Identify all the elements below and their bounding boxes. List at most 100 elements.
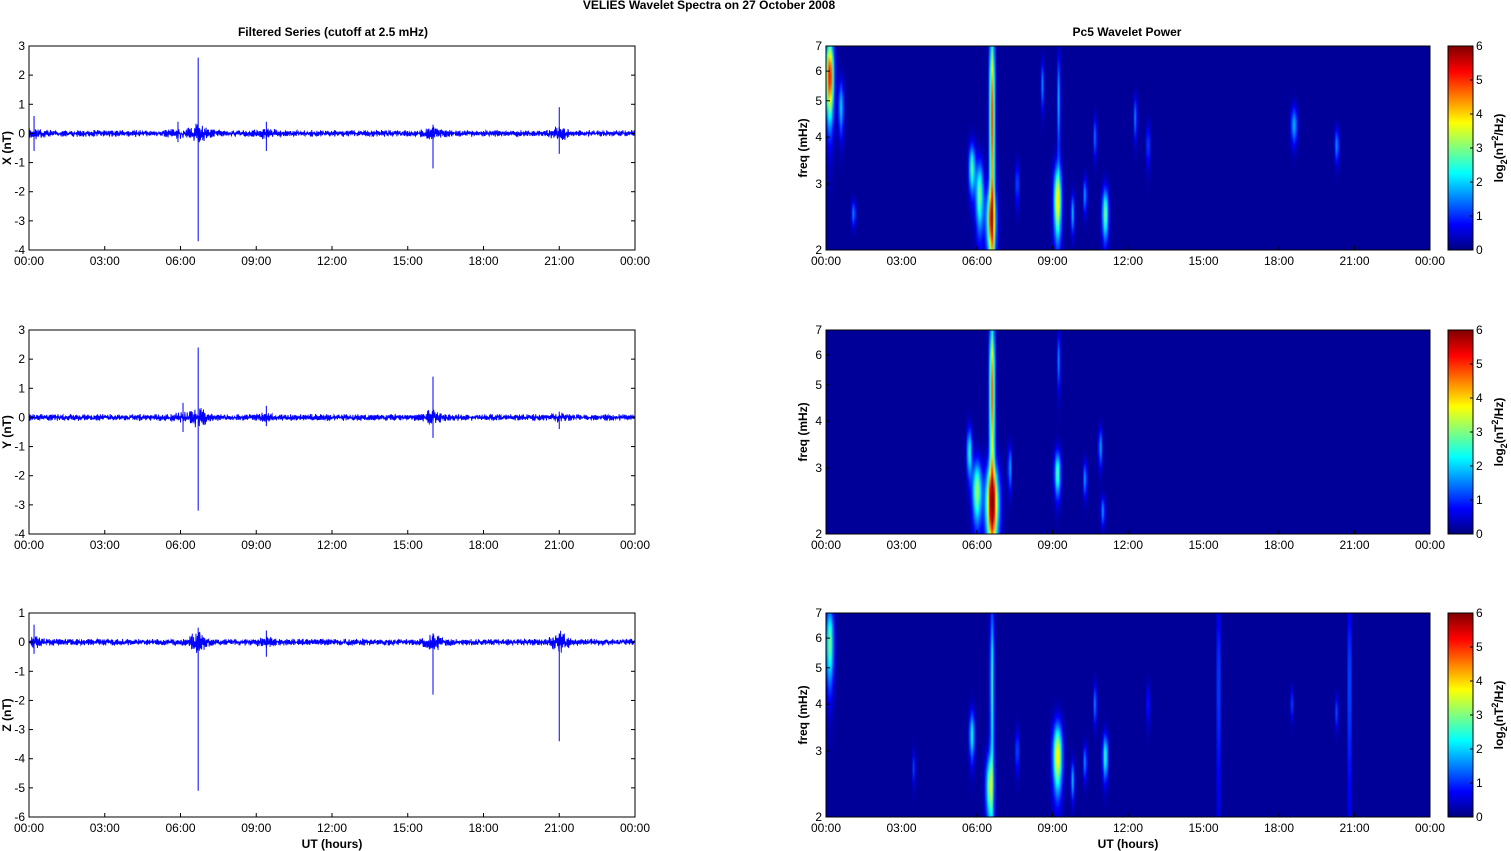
wavelet-panel-x: 2 3 4 5 6 7 freq (mHz) 0 1 2 3 4 5 6 log2(nT2/Hz)	[796, 39, 1509, 257]
colorbar-label: log2(nT2/Hz)	[1490, 398, 1509, 467]
series-ytick-label: -1	[14, 664, 25, 678]
series-ytick-label: 3	[18, 323, 25, 337]
series-xtick-label: 21:00	[544, 821, 574, 835]
colorbar-tick-label: 1	[1476, 209, 1483, 223]
series-xtick-label: 18:00	[468, 821, 498, 835]
series-plot-area	[29, 613, 635, 817]
wavelet-xtick-label: 00:00	[811, 821, 841, 835]
colorbar-tick-label: 5	[1476, 640, 1483, 654]
left-column-title: Filtered Series (cutoff at 2.5 mHz)	[238, 25, 428, 39]
series-ylabel: Z (nT)	[0, 698, 14, 731]
series-xtick-label: 09:00	[241, 538, 271, 552]
series-xtick-label: 03:00	[90, 254, 120, 268]
series-ytick-label: -3	[14, 723, 25, 737]
wavelet-power-image	[826, 330, 1430, 534]
colorbar-tick-label: 5	[1476, 73, 1483, 87]
colorbar-tick-label: 2	[1476, 175, 1483, 189]
colorbar	[1448, 46, 1473, 250]
colorbar-tick-label: 3	[1476, 708, 1483, 722]
colorbar-tick-label: 2	[1476, 459, 1483, 473]
freq-tick-label: 6	[815, 64, 822, 78]
wavelet-xtick-label: 18:00	[1264, 538, 1294, 552]
series-ytick-label: 0	[18, 410, 25, 424]
series-xtick-label: 21:00	[544, 254, 574, 268]
series-ytick-label: -1	[14, 440, 25, 454]
series-panel-y: -4 -3 -2 -1 0 1 2 3 Y (nT)	[0, 323, 636, 541]
series-ytick-label: -3	[14, 498, 25, 512]
freq-tick-label: 4	[815, 697, 822, 711]
wavelet-xtick-label: 00:00	[1415, 538, 1445, 552]
wavelet-xtick-label: 00:00	[811, 254, 841, 268]
wavelet-panel-y: 2 3 4 5 6 7 freq (mHz) 0 1 2 3 4 5 6 log2(nT2/Hz)	[796, 323, 1509, 541]
series-xtick-label: 09:00	[241, 821, 271, 835]
series-xtick-label: 06:00	[165, 821, 195, 835]
series-ylabel: X (nT)	[0, 131, 14, 165]
series-xtick-label: 15:00	[393, 254, 423, 268]
colorbar-tick-label: 5	[1476, 357, 1483, 371]
wavelet-xtick-label: 21:00	[1339, 254, 1369, 268]
colorbar-tick-label: 0	[1476, 810, 1483, 824]
series-ytick-label: -2	[14, 693, 25, 707]
series-xtick-label: 00:00	[14, 254, 44, 268]
wavelet-xtick-label: 00:00	[1415, 821, 1445, 835]
series-xtick-label: 00:00	[620, 254, 650, 268]
right-column-title: Pc5 Wavelet Power	[1073, 25, 1182, 39]
wavelet-xtick-label: 21:00	[1339, 821, 1369, 835]
wavelet-ylabel: freq (mHz)	[796, 402, 810, 461]
wavelet-xtick-label: 15:00	[1188, 254, 1218, 268]
series-ytick-label: -1	[14, 156, 25, 170]
wavelet-panel-z: 2 3 4 5 6 7 freq (mHz) 0 1 2 3 4 5 6 log2(nT2/Hz) UT (h…	[796, 606, 1509, 851]
wavelet-xtick-label: 12:00	[1113, 821, 1143, 835]
wavelet-xtick-label: 15:00	[1188, 821, 1218, 835]
series-ytick-label: -4	[14, 752, 25, 766]
wavelet-xtick-label: 18:00	[1264, 254, 1294, 268]
series-xtick-label: 09:00	[241, 254, 271, 268]
colorbar	[1448, 613, 1473, 817]
colorbar-tick-label: 1	[1476, 776, 1483, 790]
series-ytick-label: 0	[18, 635, 25, 649]
series-xtick-label: 21:00	[544, 538, 574, 552]
series-panel-z: -6 -5 -4 -3 -2 -1 0 1 Z (nT) UT (hours)	[0, 606, 636, 851]
series-xtick-label: 06:00	[165, 254, 195, 268]
wavelet-xtick-label: 03:00	[886, 254, 916, 268]
wavelet-xtick-label: 00:00	[811, 538, 841, 552]
series-xtick-label: 15:00	[393, 821, 423, 835]
freq-tick-label: 3	[815, 461, 822, 475]
series-ytick-label: -2	[14, 469, 25, 483]
freq-tick-label: 4	[815, 414, 822, 428]
freq-tick-label: 7	[815, 606, 822, 620]
wavelet-xtick-label: 06:00	[962, 821, 992, 835]
wavelet-ylabel: freq (mHz)	[796, 118, 810, 177]
colorbar-tick-label: 1	[1476, 493, 1483, 507]
series-plot-area	[29, 330, 635, 534]
colorbar-tick-label: 4	[1476, 107, 1483, 121]
wavelet-xtick-label: 15:00	[1188, 538, 1218, 552]
wavelet-xtick-label: 09:00	[1037, 254, 1067, 268]
wavelet-xtick-label: 00:00	[1415, 254, 1445, 268]
series-xtick-label: 03:00	[90, 538, 120, 552]
series-ytick-label: -4	[14, 243, 25, 257]
series-trace	[28, 123, 636, 143]
wavelet-xtick-label: 21:00	[1339, 538, 1369, 552]
series-panel-x: -4 -3 -2 -1 0 1 2 3 X (nT)	[0, 39, 636, 257]
series-ytick-label: 1	[18, 381, 25, 395]
freq-tick-label: 6	[815, 348, 822, 362]
series-ylabel: Y (nT)	[0, 415, 14, 449]
wavelet-xtick-label: 06:00	[962, 254, 992, 268]
series-trace	[28, 408, 636, 428]
series-xtick-label: 18:00	[468, 254, 498, 268]
series-xtick-label: 06:00	[165, 538, 195, 552]
freq-tick-label: 3	[815, 177, 822, 191]
colorbar-tick-label: 6	[1476, 323, 1483, 337]
series-ytick-label: -4	[14, 527, 25, 541]
wavelet-xtick-label: 03:00	[886, 538, 916, 552]
series-ytick-label: 1	[18, 97, 25, 111]
series-xtick-label: 03:00	[90, 821, 120, 835]
series-xtick-label: 00:00	[14, 821, 44, 835]
series-ytick-label: -6	[14, 810, 25, 824]
series-ytick-label: 1	[18, 606, 25, 620]
series-xlabel: UT (hours)	[302, 837, 363, 851]
freq-tick-label: 7	[815, 323, 822, 337]
series-ytick-label: -5	[14, 781, 25, 795]
